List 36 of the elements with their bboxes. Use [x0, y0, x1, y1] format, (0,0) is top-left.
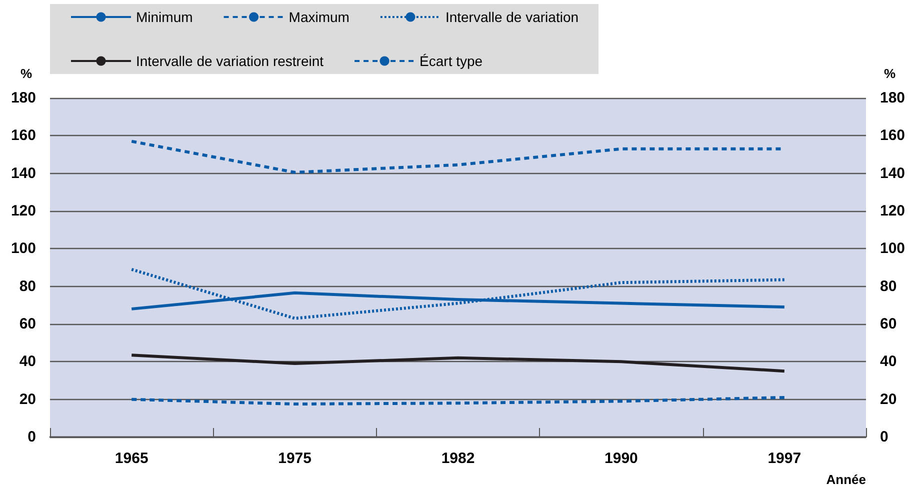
y-tick-label: 60	[19, 316, 36, 332]
y-tick-label: 40	[19, 353, 36, 370]
x-tick-label: 1997	[768, 450, 802, 467]
y-tick-label: 120	[10, 202, 36, 220]
y2-tick-label: 20	[880, 390, 897, 408]
y2-tick-label: 80	[880, 278, 897, 295]
legend-label: Maximum	[288, 9, 350, 25]
legend-label: Écart type	[420, 53, 483, 69]
y-tick-label: 160	[10, 127, 36, 144]
legend-label: Minimum	[136, 9, 193, 25]
x-axis-title: Année	[826, 472, 866, 487]
y-tick-label: 20	[19, 390, 36, 408]
y2-tick-label: 40	[880, 353, 897, 370]
x-tick-label: 1990	[604, 450, 638, 467]
y-axis-title: %	[20, 66, 32, 81]
y-tick-label: 0	[28, 428, 36, 446]
x-tick-label: 1982	[441, 450, 475, 467]
y2-tick-label: 60	[880, 316, 897, 332]
legend-label: Intervalle de variation	[445, 9, 579, 25]
line-series	[130, 354, 786, 373]
y-tick-label: 80	[19, 278, 36, 295]
y2-tick-label: 0	[880, 428, 888, 446]
y2-tick-label: 140	[880, 164, 906, 182]
y2-tick-label: 100	[880, 240, 906, 258]
x-tick-label: 1975	[278, 450, 312, 467]
line-series	[130, 268, 786, 320]
y-tick-label: 140	[10, 164, 36, 182]
legend-label: Intervalle de variation restreint	[136, 53, 324, 69]
y2-axis-title: %	[884, 66, 896, 81]
y2-tick-label: 180	[880, 90, 906, 106]
line-series	[130, 396, 786, 406]
y2-tick-label: 160	[880, 127, 906, 144]
x-tick-label: 1965	[114, 450, 148, 467]
y-tick-label: 180	[10, 90, 36, 106]
y-tick-label: 100	[10, 240, 36, 258]
y2-tick-label: 120	[880, 202, 906, 220]
